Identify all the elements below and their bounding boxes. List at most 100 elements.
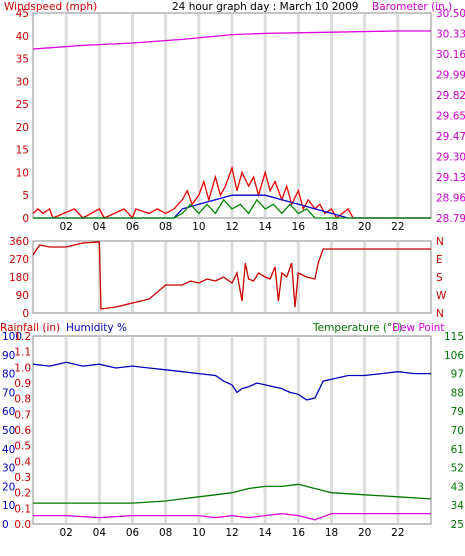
x-tick-label: 06 bbox=[126, 221, 140, 233]
x-tick-label: 16 bbox=[292, 221, 306, 233]
y-tick-label: 106 bbox=[444, 350, 464, 362]
y-tick-label: W bbox=[436, 290, 447, 302]
y-tick-label: 1.1 bbox=[14, 347, 31, 359]
y-tick-label: 52 bbox=[451, 463, 464, 475]
y-tick-label: 15 bbox=[16, 145, 29, 157]
y-tick-label: 79 bbox=[451, 406, 464, 418]
windspeed-line bbox=[32, 165, 431, 220]
y-tick-label: 0.0 bbox=[14, 519, 31, 531]
y-tick-label: 20 bbox=[2, 481, 15, 493]
y-tick-label: 34 bbox=[451, 500, 465, 512]
x-tick-label: 14 bbox=[258, 527, 272, 539]
y-tick-label: N bbox=[436, 308, 444, 320]
y-tick-label: 43 bbox=[451, 481, 464, 493]
x-tick-label: 12 bbox=[225, 221, 238, 233]
x-tick-label: 22 bbox=[391, 221, 404, 233]
x-tick-label: 18 bbox=[325, 527, 338, 539]
y-tick-label: 29.13 bbox=[436, 172, 465, 184]
barometer-axis-title: Barometer (in.) bbox=[372, 1, 452, 13]
y-tick-label: 70 bbox=[451, 425, 464, 437]
y-tick-label: 29.99 bbox=[436, 70, 465, 82]
y-tick-label: 30.16 bbox=[436, 49, 465, 61]
x-tick-label: 04 bbox=[93, 221, 107, 233]
y-tick-label: 0.6 bbox=[14, 425, 31, 437]
y-tick-label: 1.2 bbox=[14, 331, 31, 343]
y-tick-label: 90 bbox=[2, 350, 15, 362]
y-tick-label: 0 bbox=[22, 213, 29, 225]
y-tick-label: 30.33 bbox=[436, 29, 465, 41]
y-tick-label: 90 bbox=[16, 290, 29, 302]
y-tick-label: 25 bbox=[451, 519, 464, 531]
y-tick-label: 29.65 bbox=[436, 111, 465, 123]
y-tick-label: 61 bbox=[451, 444, 464, 456]
y-tick-label: 30 bbox=[16, 76, 29, 88]
x-tick-label: 10 bbox=[192, 221, 205, 233]
y-tick-label: S bbox=[436, 272, 443, 284]
y-tick-label: 28.79 bbox=[436, 213, 465, 225]
dewpoint-legend: Dew Point bbox=[392, 322, 445, 334]
y-tick-label: 97 bbox=[451, 369, 464, 381]
windspeed-gust-line bbox=[33, 198, 431, 219]
y-tick-label: 35 bbox=[16, 54, 29, 66]
y-tick-label: 5 bbox=[22, 190, 29, 202]
y-tick-label: 25 bbox=[16, 99, 29, 111]
temperature-axis-title: Temperature (°F) bbox=[312, 322, 402, 334]
y-tick-label: 1.0 bbox=[14, 362, 31, 374]
x-tick-label: 08 bbox=[159, 527, 172, 539]
humidity-axis-title: Humidity % bbox=[66, 322, 127, 334]
dewpoint-line bbox=[33, 512, 431, 521]
barometer-line bbox=[32, 30, 431, 50]
y-tick-label: 100 bbox=[2, 331, 22, 343]
y-tick-label: 70 bbox=[2, 387, 15, 399]
y-tick-label: 0.1 bbox=[14, 503, 31, 515]
x-tick-label: 10 bbox=[192, 527, 205, 539]
y-tick-label: 88 bbox=[451, 387, 464, 399]
y-tick-label: 0.7 bbox=[14, 409, 31, 421]
page-title: 24 hour graph day : March 10 2009 bbox=[172, 1, 358, 13]
y-tick-label: 0 bbox=[22, 308, 29, 320]
x-tick-label: 12 bbox=[225, 527, 238, 539]
y-tick-label: 0.3 bbox=[14, 472, 31, 484]
y-tick-label: 0.2 bbox=[14, 488, 31, 500]
y-tick-label: 20 bbox=[16, 122, 29, 134]
y-tick-label: 0 bbox=[2, 519, 9, 531]
y-tick-label: 40 bbox=[2, 444, 15, 456]
y-tick-label: 360 bbox=[9, 236, 29, 248]
x-tick-label: 02 bbox=[59, 527, 72, 539]
wind-direction-line bbox=[32, 241, 431, 310]
y-tick-label: 29.47 bbox=[436, 131, 465, 143]
y-tick-label: 45 bbox=[16, 8, 29, 20]
y-tick-label: 0.5 bbox=[14, 441, 31, 453]
x-tick-label: 18 bbox=[325, 221, 338, 233]
x-tick-label: 04 bbox=[93, 527, 107, 539]
windspeed-average-line bbox=[33, 194, 431, 219]
y-tick-label: 40 bbox=[16, 31, 29, 43]
y-tick-label: 60 bbox=[2, 406, 15, 418]
x-tick-label: 16 bbox=[292, 527, 306, 539]
y-tick-label: E bbox=[436, 254, 443, 266]
y-tick-label: 29.30 bbox=[436, 152, 465, 164]
y-tick-label: 50 bbox=[2, 425, 15, 437]
y-tick-label: 0.9 bbox=[14, 378, 31, 390]
y-tick-label: N bbox=[436, 236, 444, 248]
y-tick-label: 115 bbox=[444, 331, 464, 343]
windspeed-axis-title: Windspeed (mph) bbox=[4, 1, 97, 13]
y-tick-label: 0.8 bbox=[14, 394, 31, 406]
x-tick-label: 20 bbox=[358, 527, 371, 539]
x-tick-label: 22 bbox=[391, 527, 404, 539]
temperature-line bbox=[33, 483, 432, 504]
x-tick-label: 02 bbox=[59, 221, 72, 233]
y-tick-label: 80 bbox=[2, 369, 15, 381]
y-tick-label: 30 bbox=[2, 463, 15, 475]
y-tick-label: 10 bbox=[2, 500, 15, 512]
y-tick-label: 10 bbox=[16, 167, 29, 179]
humidity-line bbox=[32, 361, 431, 401]
y-tick-label: 0.4 bbox=[14, 456, 31, 468]
y-tick-label: 270 bbox=[9, 254, 29, 266]
y-tick-label: 30.50 bbox=[436, 8, 465, 20]
x-tick-label: 20 bbox=[358, 221, 371, 233]
x-tick-label: 14 bbox=[258, 221, 272, 233]
x-tick-label: 08 bbox=[159, 221, 172, 233]
x-tick-label: 06 bbox=[126, 527, 140, 539]
